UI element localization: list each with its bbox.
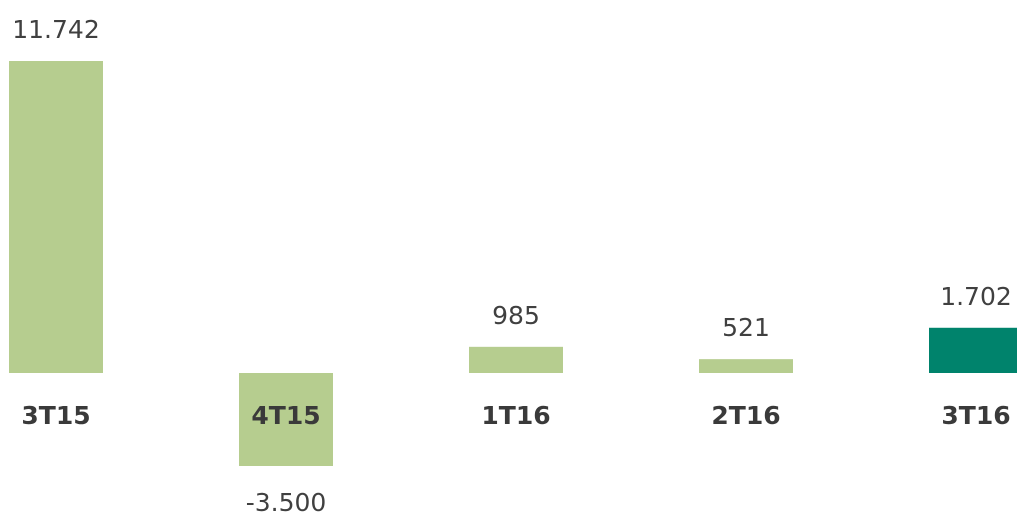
category-label: 1T16 [481,401,550,430]
category-label: 2T16 [711,401,780,430]
category-label: 3T15 [21,401,90,430]
value-label: 11.742 [12,15,99,44]
value-label: 985 [492,301,540,330]
bar [9,61,103,373]
category-label: 4T15 [251,401,320,430]
bar [239,373,333,466]
category-label: 3T16 [941,401,1010,430]
value-label: -3.500 [246,488,327,514]
bar [699,359,793,373]
bar [469,346,563,373]
value-label: 1.702 [940,282,1012,311]
bar [929,327,1017,373]
value-label: 521 [722,313,770,342]
